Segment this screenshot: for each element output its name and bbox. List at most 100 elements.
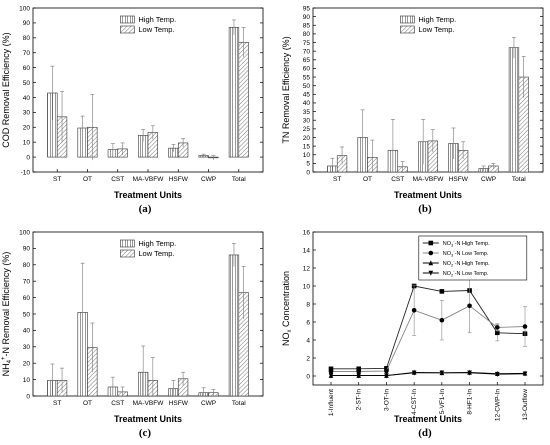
- x-axis-label: Treatment Units: [114, 190, 182, 200]
- y-tick-label: 80: [303, 31, 311, 38]
- x-axis-label: Treatment Units: [394, 190, 462, 200]
- y-tick-label: 40: [23, 328, 31, 335]
- y-tick-label: 70: [23, 50, 31, 57]
- legend-marker: [428, 250, 434, 256]
- y-tick-label: 50: [303, 83, 311, 90]
- y-tick-label: 16: [303, 229, 311, 236]
- data-point-series-1: [356, 366, 362, 372]
- x-tick-label: ST: [53, 176, 61, 183]
- y-tick-label: 90: [303, 14, 311, 21]
- y-tick-label: 4: [306, 337, 310, 344]
- legend-prefix: NO: [443, 251, 452, 257]
- legend-sup: -: [453, 269, 455, 274]
- x-tick-label: CST: [391, 176, 404, 183]
- legend-label: Low Temp.: [138, 25, 174, 34]
- y-axis-label: TN Removal Efficiency (%): [281, 36, 291, 143]
- legend-swatch-high: [120, 239, 135, 248]
- y-tick-label: 100: [19, 5, 30, 12]
- data-point-series-2: [439, 317, 445, 323]
- chart-panel-1: -10 0 10 20 30 40 50 60 70 80 90 100 COD Removal Eff…: [1, 5, 264, 215]
- y-tick-label: 80: [23, 262, 31, 269]
- panel-label: (c): [139, 427, 152, 439]
- data-point-series-2: [522, 324, 528, 329]
- x-tick-label: 5-VF1-In: [439, 389, 446, 415]
- legend-suffix: -N Low Temp.: [455, 271, 489, 277]
- legend-sub: 3: [451, 243, 454, 248]
- y-tick-label: 75: [303, 40, 311, 47]
- legend-sup: -: [453, 249, 455, 254]
- data-point-series-4: [522, 371, 528, 377]
- x-tick-label: 4-CST-In: [411, 389, 418, 415]
- panel-label: (a): [139, 203, 152, 215]
- y-axis-label-main: NH: [1, 363, 11, 376]
- legend-prefix: NO: [443, 261, 452, 267]
- legend-marker: [428, 240, 434, 246]
- x-tick-label: CST: [111, 400, 124, 407]
- y-tick-label: 30: [23, 344, 31, 351]
- legend-label: Low Temp.: [138, 249, 174, 258]
- x-tick-label: HSFW: [449, 176, 469, 183]
- x-tick-label: OT: [363, 176, 372, 183]
- y-axis-label: NOx Concentration: [281, 271, 293, 346]
- legend-suffix: -N High Temp.: [455, 241, 491, 247]
- data-point-series-2: [356, 369, 362, 374]
- panel-label: (d): [418, 427, 432, 439]
- x-tick-label: CWP: [481, 176, 496, 183]
- y-tick-label: 100: [19, 229, 30, 236]
- x-tick-label: ST: [53, 400, 61, 407]
- data-point-series-4: [494, 371, 500, 377]
- y-tick-label: 12: [303, 265, 311, 272]
- data-point-series-2: [494, 325, 500, 330]
- legend-sub: 3: [451, 253, 454, 258]
- legend-suffix: -N High Temp.: [455, 261, 491, 267]
- x-axis-label: Treatment Units: [114, 414, 182, 424]
- y-tick-label: 65: [303, 57, 311, 64]
- y-tick-label: -10: [21, 169, 31, 176]
- y-tick-label: 55: [303, 74, 311, 81]
- y-axis-label-main: TN Removal Efficiency (%): [281, 36, 291, 143]
- y-tick-label: 20: [23, 361, 31, 368]
- y-tick-label: 50: [23, 80, 31, 87]
- legend-swatch-high: [400, 15, 415, 24]
- bar-high-Total: [228, 27, 240, 158]
- y-tick-label: 90: [23, 20, 31, 27]
- legend-label: High Temp.: [138, 239, 176, 248]
- legend-swatch-low: [120, 249, 135, 258]
- legend-sub: 2: [451, 273, 454, 278]
- legend-prefix: NO: [443, 271, 452, 277]
- x-tick-label: Total: [232, 176, 246, 183]
- legend-label: NO2--N Low Temp.: [443, 269, 489, 278]
- data-point-series-1: [439, 289, 445, 294]
- data-point-series-2: [411, 308, 417, 313]
- y-tick-label: 70: [23, 279, 31, 286]
- y-tick-label: 30: [303, 118, 311, 125]
- legend-swatch-low: [400, 25, 415, 34]
- x-tick-label: 8-HF1-In: [467, 389, 474, 415]
- data-point-series-1: [328, 366, 334, 372]
- x-tick-label: 12-CWP-In: [494, 389, 501, 422]
- series-line-2: [331, 305, 526, 372]
- x-tick-label: 2-ST-In: [356, 389, 363, 411]
- legend-swatch-high: [120, 15, 135, 24]
- legend-sup: -: [453, 239, 455, 244]
- y-tick-label: 10: [303, 152, 311, 159]
- y-axis-label-rest: -N Removal Efficiency (%): [1, 252, 11, 357]
- x-tick-label: 13-Outflow: [522, 389, 529, 421]
- y-tick-label: 10: [303, 283, 311, 290]
- data-point-series-1: [494, 330, 500, 336]
- legend-label: High Temp.: [418, 15, 456, 24]
- y-tick-label: 35: [303, 109, 311, 116]
- y-tick-label: 50: [23, 311, 31, 318]
- y-tick-label: 10: [23, 139, 31, 146]
- bar-high-Total: [228, 254, 240, 397]
- chart-panel-2: 05101520253035404550556065707580859095TN…: [281, 5, 544, 215]
- x-tick-label: ST: [333, 176, 341, 183]
- x-tick-label: CWP: [201, 400, 216, 407]
- data-point-series-4: [384, 373, 389, 379]
- bar-high-Total: [508, 47, 520, 173]
- y-tick-label: 60: [23, 65, 31, 72]
- y-axis-label-sub: 4: [7, 359, 13, 363]
- x-tick-label: Total: [512, 176, 526, 183]
